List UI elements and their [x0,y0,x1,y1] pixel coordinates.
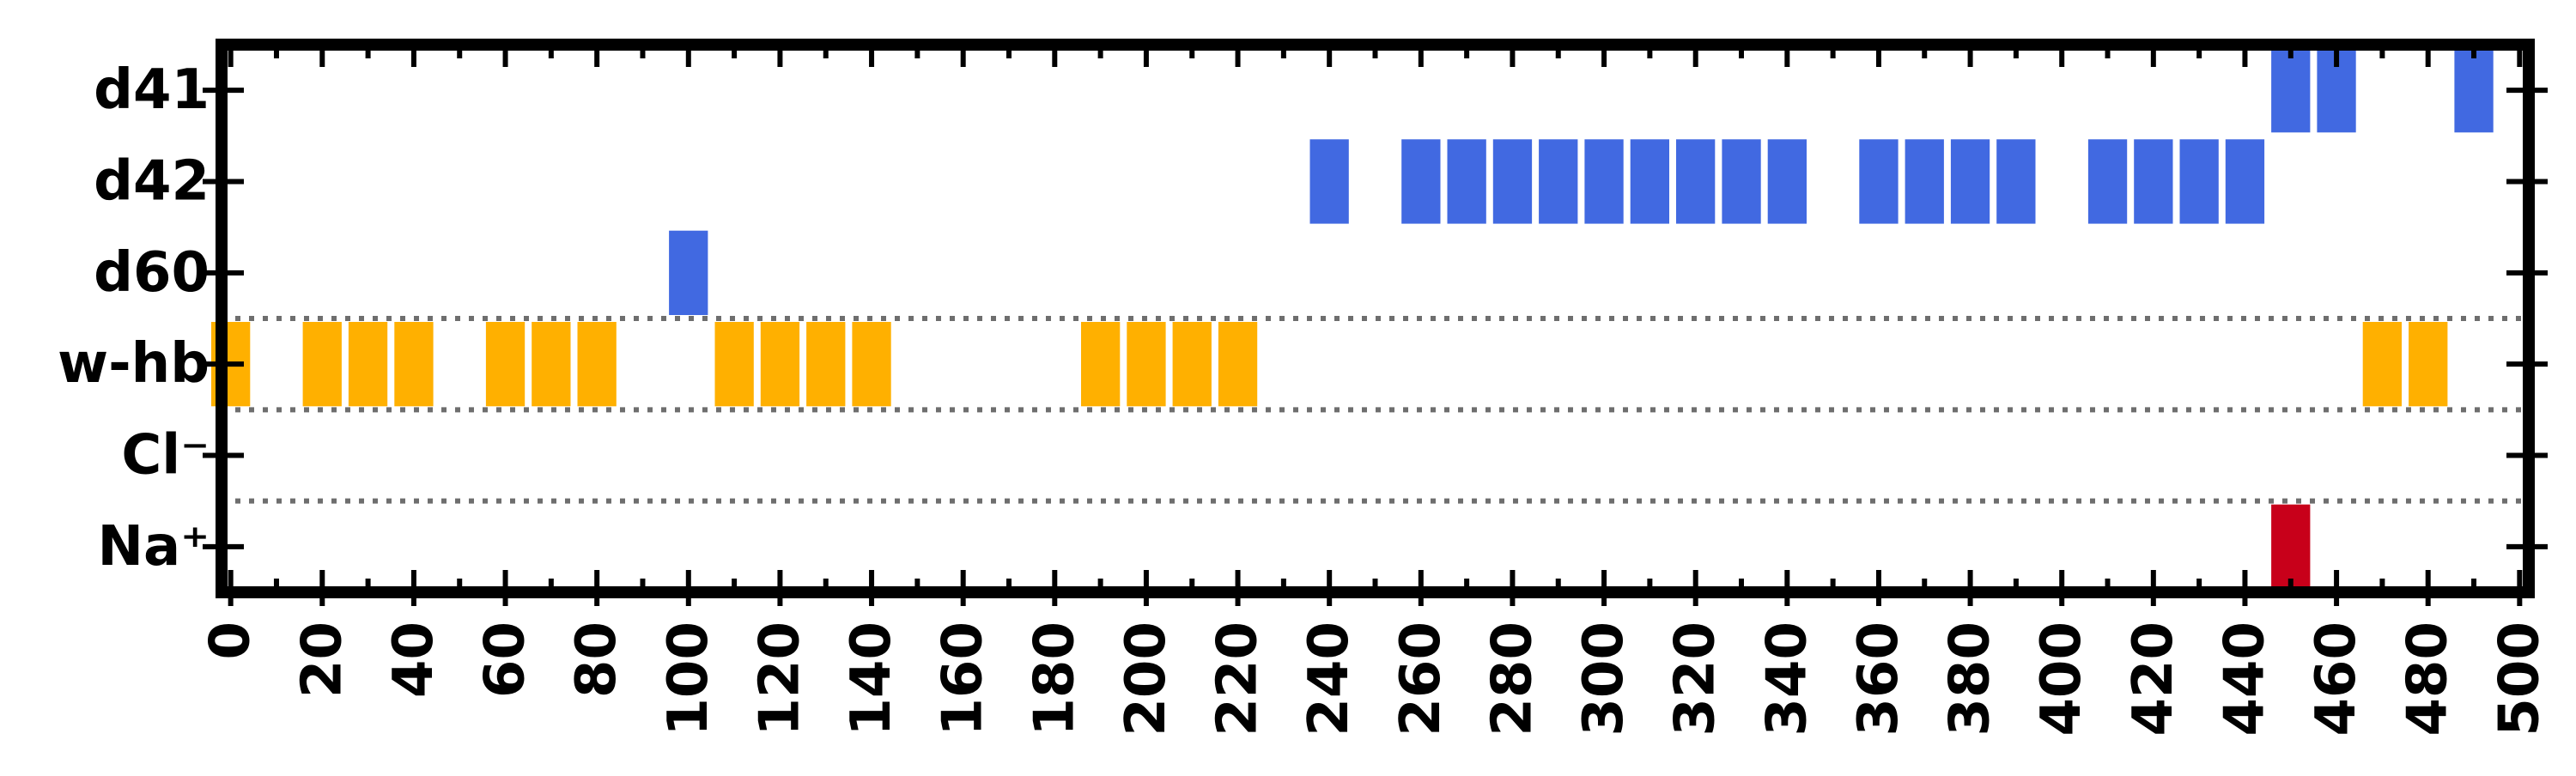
x-tick-label: 60 [474,621,538,698]
y-tick-label: Na⁺ [97,515,210,579]
x-tick-label: 120 [748,621,811,737]
bar-whb-20 [302,322,342,407]
bar-d42-390 [1996,139,2036,224]
bar-whb-80 [577,322,617,407]
x-tick-label: 360 [1847,621,1911,737]
x-tick-label: 420 [2122,621,2185,737]
x-tick-label: 40 [382,621,446,698]
bar-whb-60 [485,322,526,407]
x-tick-label: 20 [290,621,354,698]
x-tick-label: 480 [2397,621,2460,737]
x-tick-label: 280 [1480,621,1544,737]
bar-d60-100 [669,230,708,315]
x-tick-label: 260 [1389,621,1453,737]
bar-whb-210 [1172,322,1212,407]
x-tick-label: 220 [1206,621,1270,737]
bar-d42-260 [1401,139,1441,224]
plot-frame [216,39,2535,598]
x-tick-label: 380 [1939,621,2002,737]
x-tick-label: 180 [1023,621,1086,737]
bar-whb-70 [532,322,571,407]
bar-whb-130 [806,322,846,407]
x-tick-label: 320 [1664,621,1728,737]
bar-d42-360 [1859,139,1899,224]
y-tick-label: d42 [94,150,210,214]
bar-whb-200 [1127,322,1166,407]
bar-Na-450 [2271,504,2311,589]
bar-whb-30 [348,322,388,407]
y-tick-label: Cl⁻ [121,424,210,488]
x-tick-label: 400 [2030,621,2093,737]
bar-whb-480 [2409,322,2448,407]
bars-layer [211,48,2494,589]
x-tick-label: 300 [1572,621,1636,737]
bar-d42-410 [2087,139,2128,224]
bar-whb-470 [2362,322,2402,407]
x-tick-label: 500 [2488,621,2551,737]
bar-d41-490 [2454,48,2494,133]
bar-d42-310 [1630,139,1669,224]
x-tick-label: 340 [1755,621,1819,737]
bar-whb-220 [1218,322,1258,407]
bar-d42-270 [1447,139,1486,224]
bar-d42-440 [2225,139,2265,224]
y-tick-label: w-hb [58,332,210,396]
bar-d42-300 [1584,139,1624,224]
bar-d42-320 [1676,139,1716,224]
labels-layer: d41 d42 d60 w-hb Cl⁻ Na⁺ 0 20 40 60 80 100 120 140 160… [58,58,2551,736]
bar-d42-330 [1722,139,1761,224]
y-tick-label: d60 [94,241,210,305]
bar-d42-290 [1539,139,1578,224]
x-tick-label: 80 [565,621,629,698]
x-tick-label: 440 [2214,621,2277,737]
bar-d42-420 [2134,139,2173,224]
x-tick-label: 200 [1115,621,1178,737]
bar-d42-430 [2179,139,2219,224]
bar-d42-380 [1950,139,1990,224]
x-tick-label: 100 [657,621,720,737]
bar-whb-40 [394,322,434,407]
x-tick-label: 240 [1297,621,1361,737]
bar-whb-110 [714,322,754,407]
bar-d42-370 [1905,139,1944,224]
bar-whb-120 [760,322,800,407]
x-tick-label: 140 [840,621,903,737]
bar-whb-140 [852,322,891,407]
bar-d41-450 [2271,48,2311,133]
x-tick-label: 460 [2305,621,2368,737]
x-tick-label: 0 [199,621,263,660]
y-tick-label: d41 [94,58,210,122]
bar-d42-340 [1767,139,1807,224]
bar-whb-190 [1081,322,1121,407]
x-tick-label: 160 [932,621,995,737]
bar-d42-240 [1309,139,1349,224]
bar-d42-280 [1492,139,1533,224]
